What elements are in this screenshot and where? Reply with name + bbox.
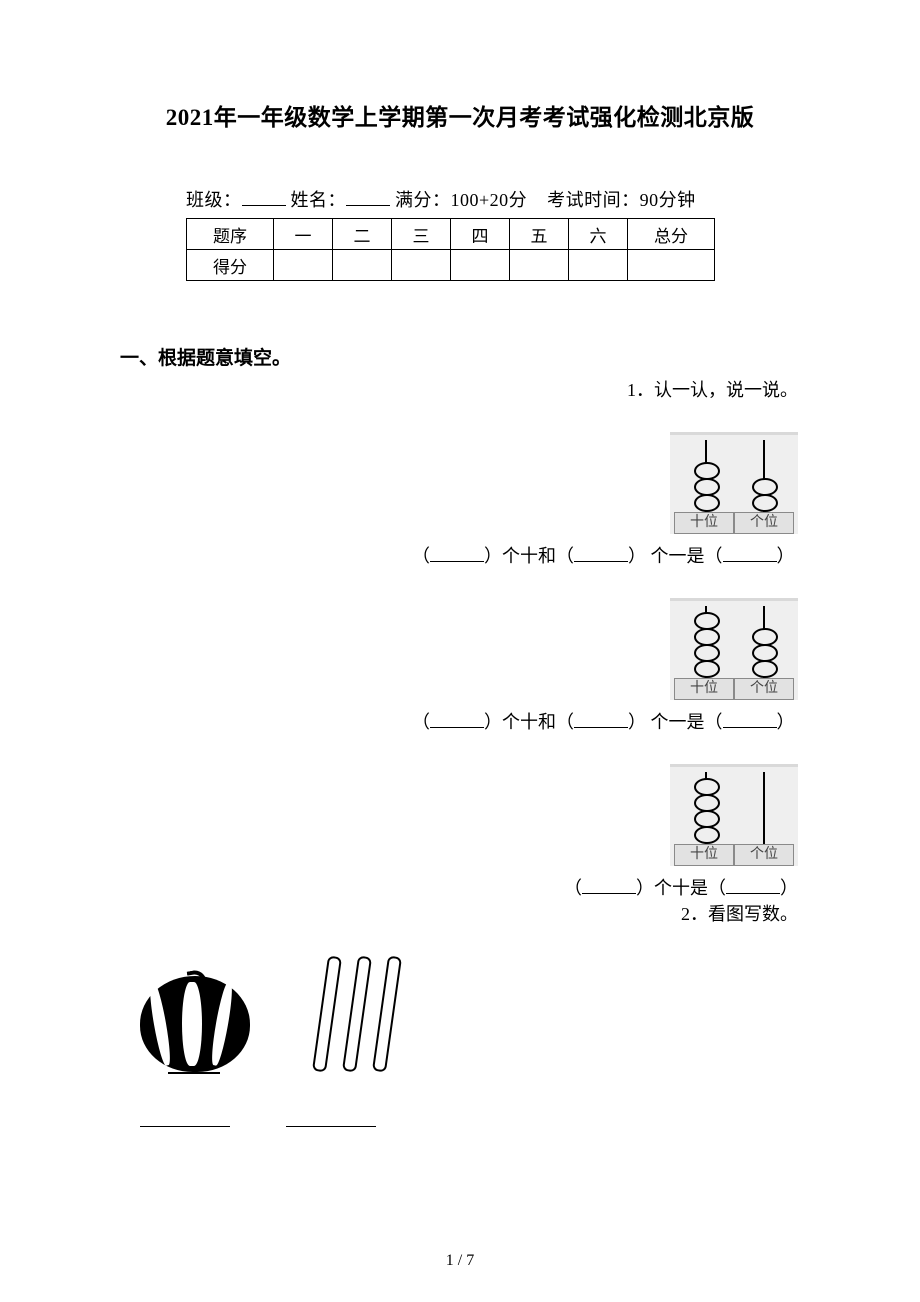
text: ） <box>777 712 795 732</box>
blank[interactable] <box>723 715 777 728</box>
section-1-heading: 一、根据题意填空。 <box>120 343 800 370</box>
name-label: 姓名： <box>291 190 347 210</box>
answer-blanks <box>140 1116 800 1127</box>
text: ） <box>777 546 795 566</box>
score-cell[interactable] <box>451 250 510 281</box>
abacus-icon: 十位 个位 <box>670 598 798 700</box>
text: ）个十和（ <box>484 546 574 566</box>
page-total: 7 <box>466 1252 474 1269</box>
place-ones-label: 个位 <box>734 678 794 700</box>
abacus-block-3: 十位 个位 <box>120 764 800 866</box>
watermelon-icon <box>140 976 260 1072</box>
col-3: 三 <box>392 219 451 250</box>
score-cell[interactable] <box>274 250 333 281</box>
text: ）个十和（ <box>484 712 574 732</box>
col-2: 二 <box>333 219 392 250</box>
col-6: 六 <box>569 219 628 250</box>
score-cell[interactable] <box>569 250 628 281</box>
place-ones-label: 个位 <box>734 512 794 534</box>
text: ）个十是（ <box>636 878 726 898</box>
score-cell[interactable] <box>510 250 569 281</box>
abacus-block-1: 十位 个位 <box>120 432 800 534</box>
text: （ <box>412 712 430 732</box>
text: ） 个一是（ <box>628 712 723 732</box>
row-header-1: 题序 <box>187 219 274 250</box>
text: （ <box>564 878 582 898</box>
blank[interactable] <box>574 715 628 728</box>
answer-blank-1[interactable] <box>140 1116 230 1127</box>
blank[interactable] <box>430 549 484 562</box>
picture-row <box>140 954 800 1072</box>
q1-line-3: （ ）个十是（ ） <box>120 874 800 900</box>
col-4: 四 <box>451 219 510 250</box>
time-value: 90分钟 <box>640 190 696 210</box>
fullscore-label: 满分： <box>395 190 451 210</box>
time-label: 考试时间： <box>547 190 640 210</box>
blank[interactable] <box>726 881 780 894</box>
col-total: 总分 <box>628 219 715 250</box>
place-tens-label: 十位 <box>674 678 734 700</box>
q1-line-1: （ ）个十和（ ） 个一是（ ） <box>120 542 800 568</box>
fullscore-value: 100+20分 <box>451 190 528 210</box>
q1-line-2: （ ）个十和（ ） 个一是（ ） <box>120 708 800 734</box>
page-title: 2021年一年级数学上学期第一次月考考试强化检测北京版 <box>120 98 800 132</box>
abacus-block-2: 十位 个位 <box>120 598 800 700</box>
answer-blank-2[interactable] <box>286 1116 376 1127</box>
text: ） <box>780 878 798 898</box>
score-cell[interactable] <box>392 250 451 281</box>
table-row: 得分 <box>187 250 715 281</box>
class-blank[interactable] <box>242 191 286 206</box>
table-row: 题序 一 二 三 四 五 六 总分 <box>187 219 715 250</box>
page-sep: / <box>454 1252 466 1269</box>
q1-label: 1．认一认，说一说。 <box>120 376 800 402</box>
text: ） 个一是（ <box>628 546 723 566</box>
score-table: 题序 一 二 三 四 五 六 总分 得分 <box>186 218 715 281</box>
page-footer: 1 / 7 <box>0 1252 920 1270</box>
page-current: 1 <box>446 1252 454 1269</box>
col-1: 一 <box>274 219 333 250</box>
abacus-icon: 十位 个位 <box>670 764 798 866</box>
blank[interactable] <box>430 715 484 728</box>
name-blank[interactable] <box>346 191 390 206</box>
text: （ <box>412 546 430 566</box>
col-5: 五 <box>510 219 569 250</box>
place-tens-label: 十位 <box>674 844 734 866</box>
score-total-cell[interactable] <box>628 250 715 281</box>
abacus-icon: 十位 个位 <box>670 432 798 534</box>
place-tens-label: 十位 <box>674 512 734 534</box>
place-ones-label: 个位 <box>734 844 794 866</box>
class-label: 班级： <box>186 190 242 210</box>
blank[interactable] <box>574 549 628 562</box>
sticks-icon <box>320 954 394 1072</box>
blank[interactable] <box>582 881 636 894</box>
meta-line: 班级： 姓名： 满分：100+20分 考试时间：90分钟 <box>186 186 800 212</box>
score-cell[interactable] <box>333 250 392 281</box>
row-header-2: 得分 <box>187 250 274 281</box>
blank[interactable] <box>723 549 777 562</box>
exam-page: 2021年一年级数学上学期第一次月考考试强化检测北京版 班级： 姓名： 满分：1… <box>0 0 920 1302</box>
q2-label: 2．看图写数。 <box>120 900 800 926</box>
